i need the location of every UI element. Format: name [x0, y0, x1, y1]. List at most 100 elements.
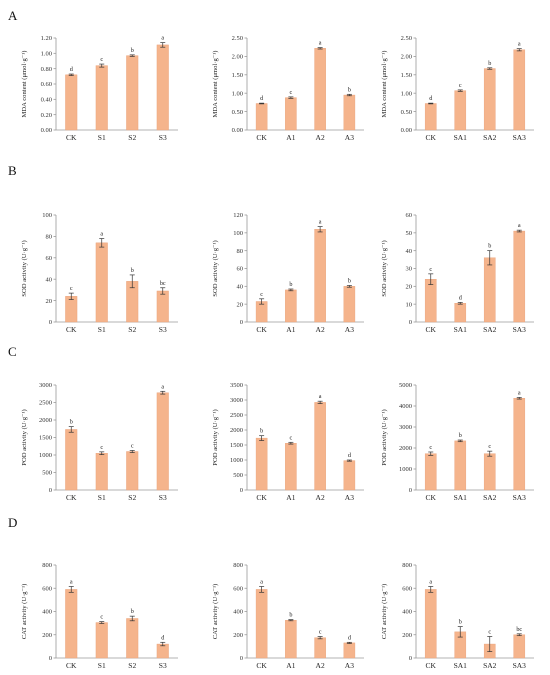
- bar: [314, 229, 326, 323]
- y-tick-label: 800: [42, 562, 52, 569]
- x-category-label: S1: [98, 661, 106, 670]
- x-category-label: S2: [128, 133, 136, 142]
- y-tick-label: 60: [237, 266, 244, 273]
- significance-letter: c: [131, 442, 134, 449]
- significance-letter: c: [100, 614, 103, 621]
- y-axis-title: SOD activity (U·g⁻¹): [381, 240, 388, 296]
- significance-letter: b: [488, 60, 491, 67]
- y-tick-label: 0.00: [401, 127, 412, 134]
- bar-chart: 0.00 0.50 1.00 1.50 2.00 2.50 MDA content (μmo…: [381, 35, 534, 142]
- bar: [285, 620, 297, 659]
- significance-letter: c: [488, 443, 491, 450]
- y-tick-label: 1000: [39, 452, 52, 459]
- bar: [314, 637, 326, 659]
- significance-letter: c: [290, 434, 293, 441]
- y-tick-label: 2500: [230, 412, 243, 419]
- y-tick-label: 40: [406, 248, 413, 255]
- x-category-label: S1: [98, 493, 106, 502]
- y-tick-label: 1.00: [41, 51, 52, 58]
- bar-chart: 0.00 0.50 1.00 1.50 2.00 2.50 MDA content (μmo…: [212, 35, 364, 142]
- y-axis-title: MDA content (μmol·g⁻¹): [21, 51, 28, 118]
- y-tick-label: 40: [46, 276, 53, 283]
- y-tick-label: 100: [233, 230, 243, 237]
- y-axis-title: CAT activity (U·g⁻¹): [212, 584, 219, 640]
- x-category-label: A3: [345, 493, 354, 502]
- significance-letter: a: [429, 579, 432, 586]
- bar-chart: 0 10 20 30 40 50 60 SOD activity (U·g⁻¹) c CK d SA1…: [381, 212, 534, 334]
- bar-chart: 0 200 400 600 800 CAT activity (U·g⁻¹) a CK b A1 c…: [212, 562, 364, 670]
- y-tick-label: 20: [237, 301, 244, 308]
- bar: [483, 453, 496, 491]
- bar: [513, 49, 526, 131]
- significance-letter: bc: [516, 626, 522, 633]
- significance-letter: c: [260, 291, 263, 298]
- significance-letter: b: [488, 243, 491, 250]
- x-category-label: A2: [316, 493, 325, 502]
- x-category-label: SA2: [483, 493, 497, 502]
- y-tick-label: 3500: [230, 382, 243, 389]
- x-category-label: A2: [316, 133, 325, 142]
- significance-letter: c: [459, 82, 462, 89]
- significance-letter: c: [429, 266, 432, 273]
- x-category-label: A3: [345, 133, 354, 142]
- significance-letter: a: [518, 41, 521, 48]
- y-tick-label: 2.00: [232, 54, 243, 61]
- y-tick-label: 60: [46, 255, 53, 262]
- x-category-label: SA3: [513, 493, 527, 502]
- y-tick-label: 400: [402, 609, 412, 616]
- panel-letter: A: [8, 8, 18, 23]
- bar: [65, 589, 78, 659]
- x-category-label: SA1: [454, 325, 468, 334]
- y-tick-label: 1500: [39, 435, 52, 442]
- bar: [65, 296, 78, 323]
- significance-letter: c: [70, 285, 73, 292]
- x-category-label: A3: [345, 325, 354, 334]
- y-axis-title: POD activity (U·g⁻¹): [381, 409, 388, 465]
- significance-letter: d: [161, 634, 165, 641]
- significance-letter: b: [459, 432, 462, 439]
- y-tick-label: 0.80: [41, 66, 52, 73]
- y-tick-label: 1.00: [232, 90, 243, 97]
- bar: [255, 589, 268, 659]
- y-tick-label: 0: [49, 655, 52, 662]
- significance-letter: a: [518, 222, 521, 229]
- x-category-label: CK: [256, 493, 267, 502]
- y-tick-label: 1000: [230, 457, 243, 464]
- x-category-label: SA2: [483, 133, 497, 142]
- bar: [95, 242, 108, 323]
- y-tick-label: 0.40: [41, 97, 52, 104]
- significance-letter: a: [319, 219, 322, 226]
- significance-letter: b: [131, 47, 134, 54]
- bar: [424, 453, 437, 491]
- y-tick-label: 2000: [399, 445, 412, 452]
- x-category-label: S2: [128, 325, 136, 334]
- significance-letter: b: [289, 612, 292, 619]
- x-category-label: A1: [286, 661, 295, 670]
- y-tick-label: 800: [233, 562, 243, 569]
- x-category-label: S3: [159, 661, 167, 670]
- y-tick-label: 1.50: [401, 72, 412, 79]
- x-category-label: CK: [66, 325, 77, 334]
- y-tick-label: 0.00: [41, 127, 52, 134]
- y-axis-title: SOD activity (U·g⁻¹): [21, 240, 28, 296]
- x-category-label: S3: [159, 133, 167, 142]
- x-category-label: S1: [98, 325, 106, 334]
- significance-letter: b: [348, 86, 351, 93]
- bar: [65, 74, 78, 131]
- y-axis-title: MDA content (μmol·g⁻¹): [212, 51, 219, 118]
- significance-letter: bc: [160, 280, 166, 287]
- significance-letter: c: [319, 628, 322, 635]
- y-tick-label: 0: [409, 487, 412, 494]
- x-category-label: S2: [128, 493, 136, 502]
- bar: [156, 290, 169, 323]
- y-axis-title: CAT activity (U·g⁻¹): [21, 584, 28, 640]
- significance-letter: a: [100, 231, 103, 238]
- significance-letter: a: [161, 35, 164, 42]
- y-tick-label: 0: [240, 487, 243, 494]
- bar-chart: 0.00 0.20 0.40 0.60 0.80 1.00 1.20 MDA content …: [21, 35, 178, 142]
- significance-letter: c: [290, 89, 293, 96]
- y-tick-label: 0.50: [232, 109, 243, 116]
- bar-chart: 0 500 1000 1500 2000 2500 3000 POD activity (U·…: [21, 382, 178, 502]
- bar-chart: 0 200 400 600 800 CAT activity (U·g⁻¹) a CK c S1 b…: [21, 562, 178, 670]
- bar: [95, 453, 108, 491]
